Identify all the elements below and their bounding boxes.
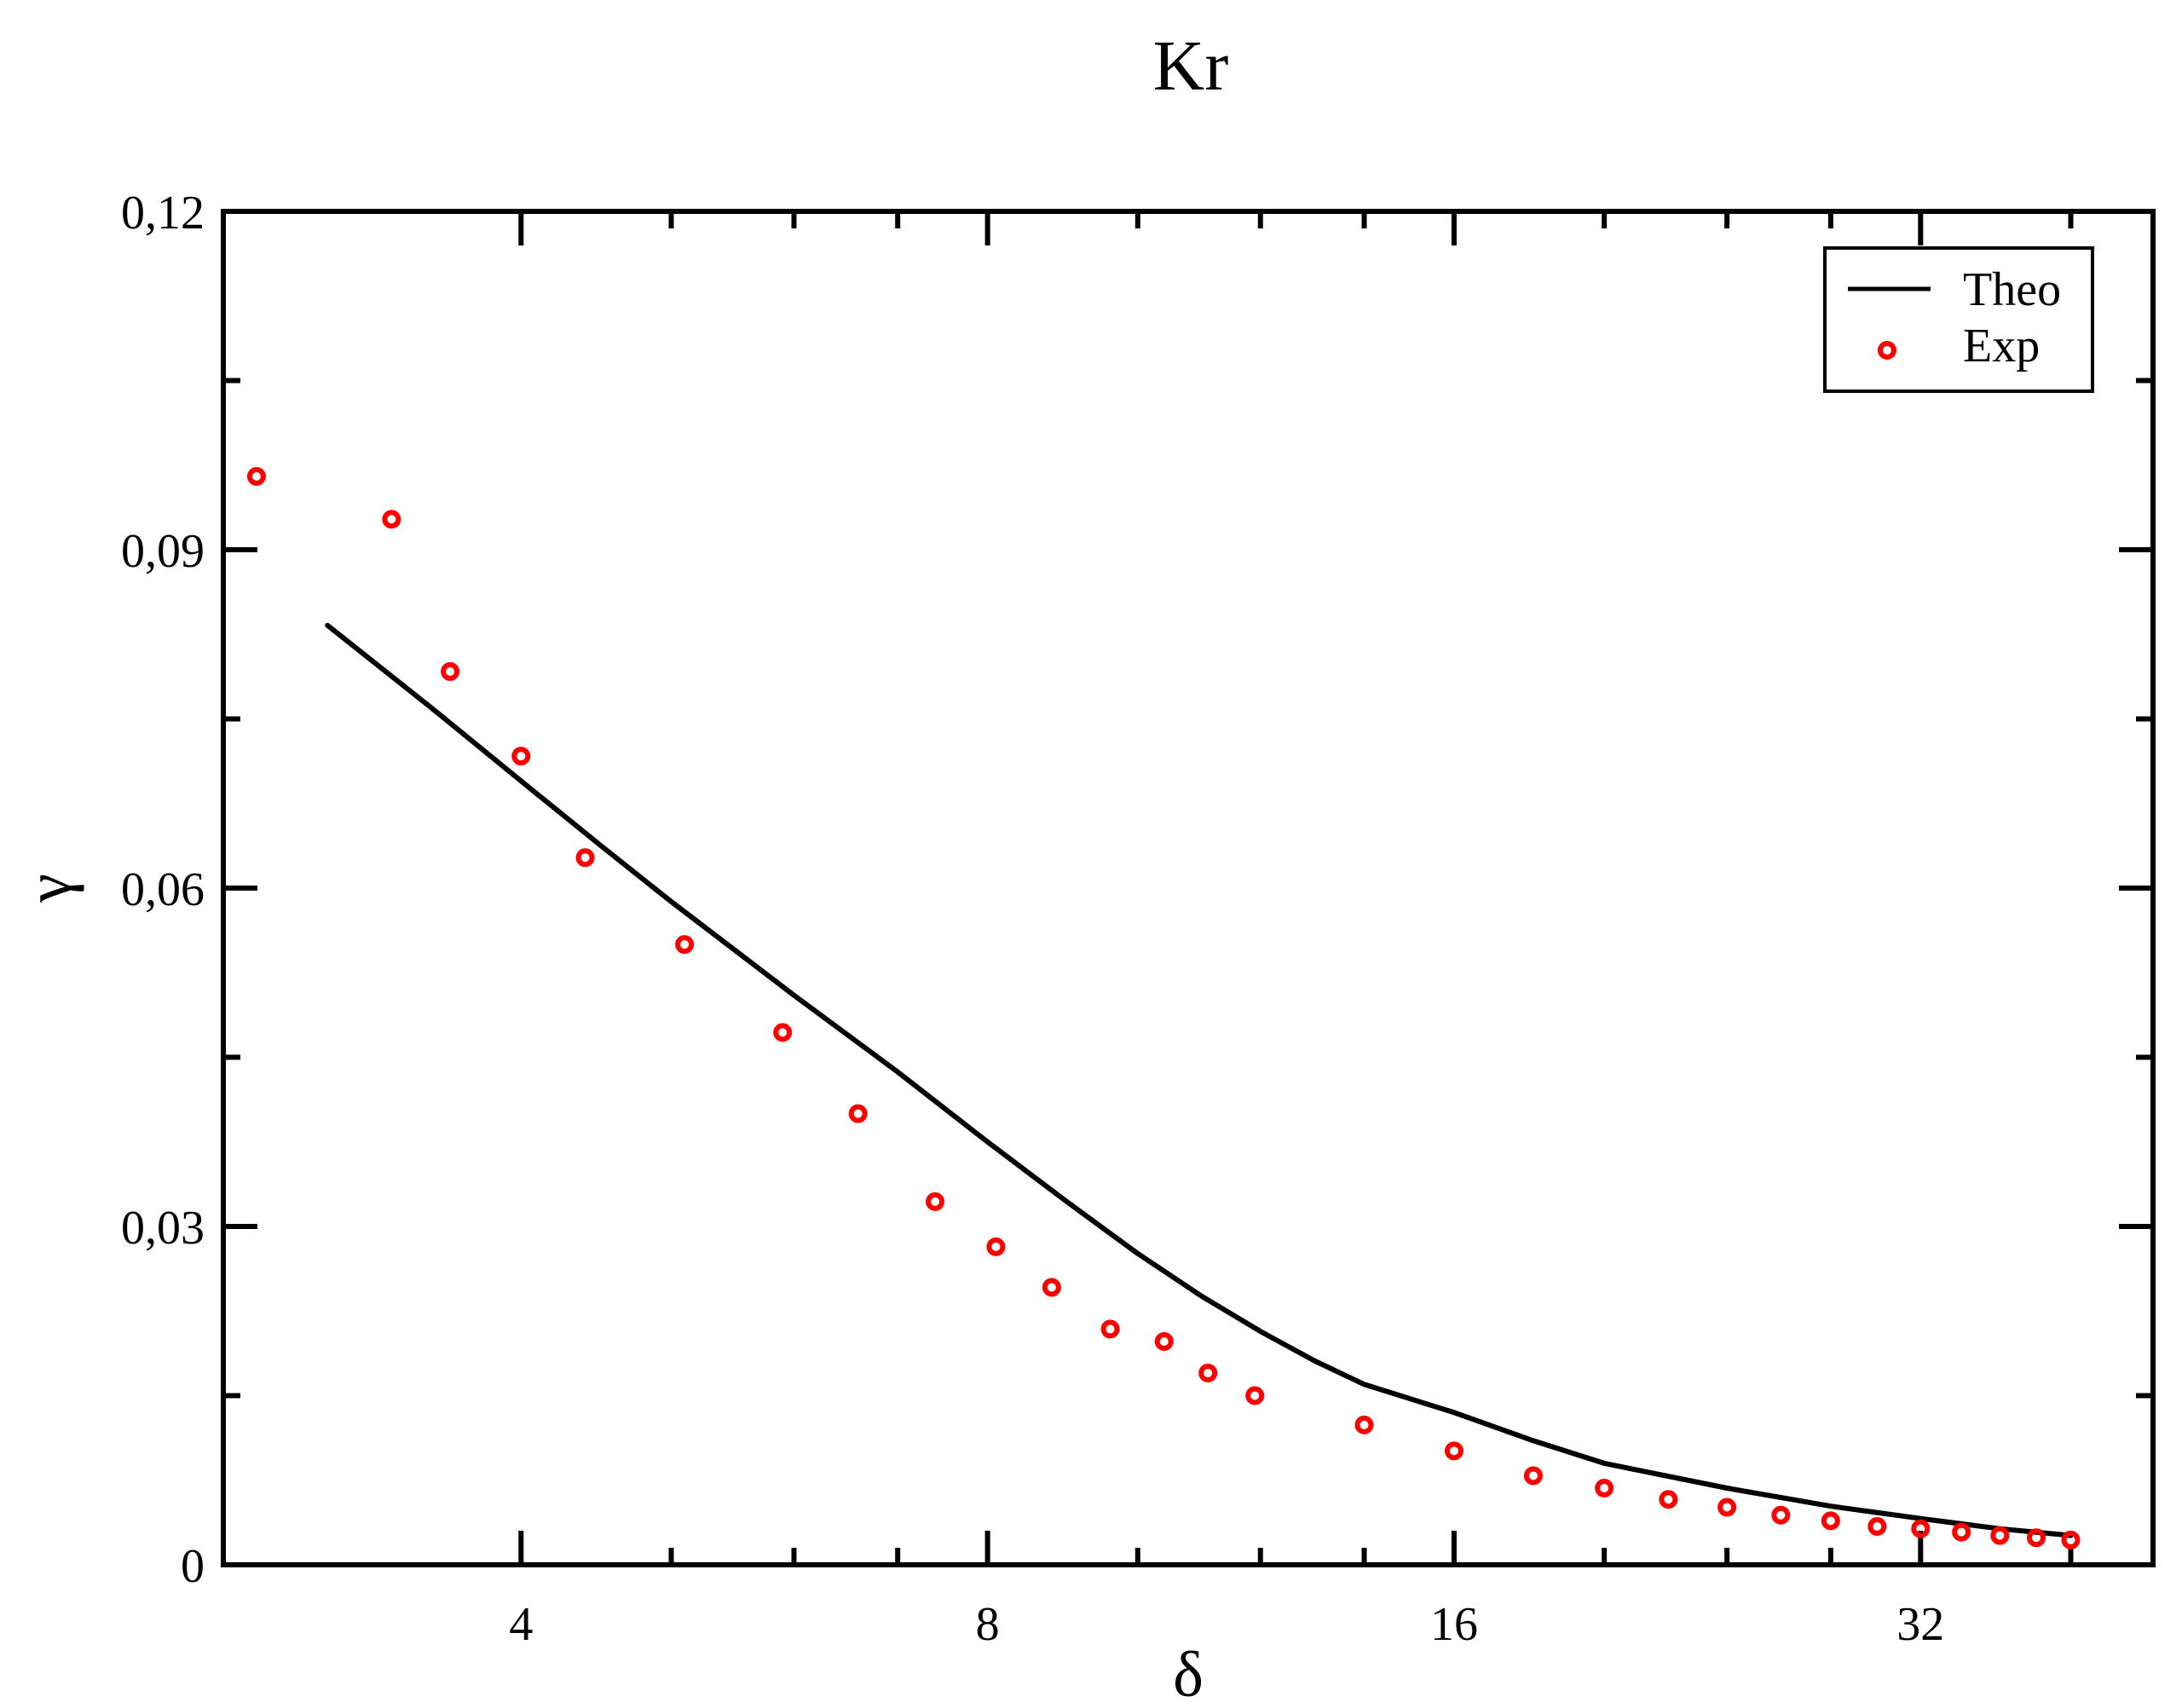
axis-ticks xyxy=(223,209,2153,1567)
exp-point xyxy=(1911,1519,1931,1538)
exp-point xyxy=(2026,1528,2046,1548)
exp-point xyxy=(1821,1511,1840,1531)
exp-point xyxy=(675,935,695,955)
y-tick-label: 0 xyxy=(181,1540,205,1593)
exp-point xyxy=(1771,1505,1791,1525)
exp-point xyxy=(1523,1466,1543,1486)
x-axis-label: δ xyxy=(1173,1639,1204,1708)
exp-point xyxy=(1952,1522,1971,1542)
exp-point xyxy=(773,1023,793,1042)
y-tick-label: 0,06 xyxy=(121,863,205,916)
plot-frame xyxy=(221,209,2156,1567)
exp-point xyxy=(1100,1319,1120,1339)
exp-point xyxy=(441,661,460,681)
exp-point xyxy=(1990,1526,2010,1545)
exp-point xyxy=(575,848,595,868)
exp-point xyxy=(1198,1364,1218,1383)
theo-line xyxy=(325,622,2074,1538)
exp-point xyxy=(382,510,401,529)
y-tick-label: 0,03 xyxy=(121,1202,205,1255)
x-tick-label: 8 xyxy=(976,1598,1000,1651)
exp-point xyxy=(1444,1441,1463,1461)
legend-theo-label: Theo xyxy=(1963,263,2061,316)
legend-exp-label: Exp xyxy=(1963,320,2040,372)
y-tick-label: 0,09 xyxy=(121,525,205,578)
exp-point xyxy=(1659,1490,1678,1509)
exp-point xyxy=(1154,1331,1174,1351)
y-tick-label: 0,12 xyxy=(121,187,205,239)
exp-point xyxy=(1595,1479,1614,1498)
legend-exp-swatch xyxy=(1878,341,1896,360)
exp-point xyxy=(986,1237,1006,1256)
x-tick-label: 16 xyxy=(1430,1598,1478,1651)
x-tick-label: 4 xyxy=(509,1598,533,1651)
chart-title: Kr xyxy=(1153,26,1229,106)
legend: Theo Exp xyxy=(1823,246,2094,393)
exp-point xyxy=(511,747,531,766)
x-tick-label: 32 xyxy=(1896,1598,1944,1651)
exp-point xyxy=(1042,1278,1061,1297)
exp-point xyxy=(2061,1530,2081,1549)
exp-point xyxy=(246,466,266,486)
exp-point xyxy=(1867,1517,1887,1537)
exp-point xyxy=(1245,1386,1265,1405)
series-layer xyxy=(246,466,2081,1549)
axis-tick-labels: 0 0,03 0,06 0,09 0,12 4 8 16 32 xyxy=(121,187,1944,1651)
exp-point xyxy=(926,1192,945,1211)
exp-point xyxy=(1354,1415,1374,1434)
exp-point xyxy=(848,1104,868,1123)
exp-point xyxy=(1717,1497,1737,1517)
legend-box xyxy=(1823,246,2094,393)
y-axis-label: γ xyxy=(13,874,84,903)
